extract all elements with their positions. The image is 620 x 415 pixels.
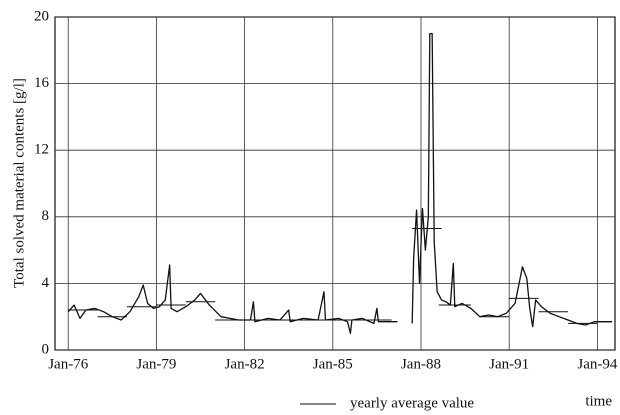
y-tick-label: 12: [34, 142, 49, 158]
x-tick-label: Jan-88: [401, 356, 441, 372]
x-tick-label: Jan-82: [225, 356, 265, 372]
legend-label: yearly average value: [350, 395, 474, 411]
plot-frame: [54, 16, 616, 351]
y-tick-label: 16: [34, 75, 50, 91]
data-line: [67, 33, 613, 334]
x-tick-label: Jan-76: [48, 356, 88, 372]
x-tick-label: Jan-79: [136, 356, 176, 372]
x-tick-label: Jan-85: [313, 356, 353, 372]
y-tick-label: 0: [42, 341, 50, 357]
y-axis-label: Total solved material contents [g/l]: [11, 78, 27, 288]
x-tick-label: Jan-91: [489, 356, 529, 372]
x-tick-label: Jan-94: [577, 356, 617, 372]
y-tick-label: 4: [42, 275, 50, 291]
x-axis-label: time: [585, 393, 612, 409]
y-tick-label: 20: [34, 8, 49, 24]
y-tick-label: 8: [42, 208, 50, 224]
